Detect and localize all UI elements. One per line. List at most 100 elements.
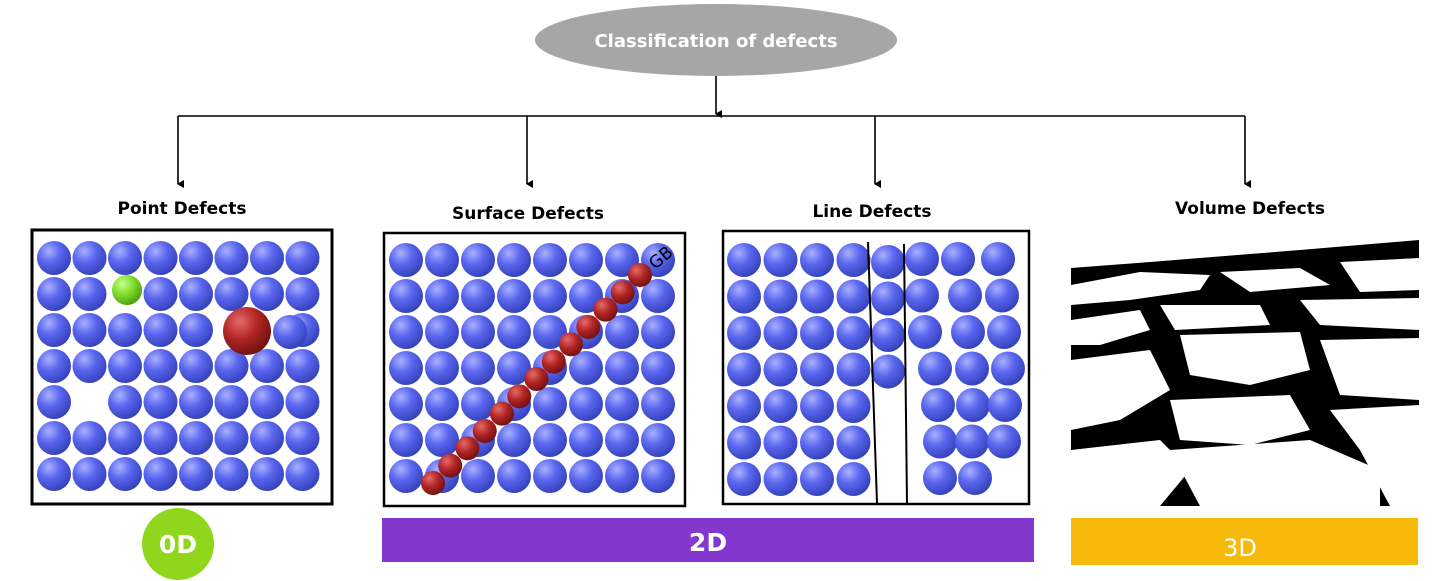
atom [108,385,142,419]
atom [250,421,284,455]
atom [871,245,905,279]
atom [143,349,178,383]
atom [214,457,249,491]
line-defects-lattice [727,242,1025,496]
dislocation-line [867,241,878,504]
atom [461,351,495,385]
atom [991,351,1025,386]
atom [605,459,639,493]
atom [800,243,834,277]
atom [108,313,142,347]
atom [37,385,71,419]
atom [923,424,957,459]
atom [958,461,992,495]
atom [908,315,942,349]
volume-defects-label: Volume Defects [1175,199,1325,219]
atom [836,243,871,277]
atom [800,352,834,387]
atom [285,349,320,383]
atom [569,279,603,313]
atom [250,457,284,491]
atom [143,313,178,347]
atom [955,424,989,459]
atom [214,349,249,383]
atom [497,423,531,457]
atom [389,459,423,493]
atom [956,388,990,422]
grain-boundary-atom [576,315,601,339]
grain-boundary-atom [421,471,445,495]
0d-badge [142,508,214,580]
pavement-slab [1071,350,1170,430]
pavement-slab [1071,440,1190,506]
atom [918,351,952,386]
atom [72,313,107,347]
grain-boundary-atom [524,367,549,391]
atom [871,354,905,389]
pavement-slab [1340,258,1419,292]
atom [569,387,603,421]
atom [214,421,249,455]
atom [37,421,71,455]
atom [461,459,495,493]
atom [250,385,284,419]
atom [179,457,213,491]
atom [836,389,871,423]
substitutional-atom [223,307,271,355]
atom [461,387,495,421]
atom [37,241,71,275]
atom [108,457,142,491]
atom [533,243,567,277]
dislocation-line [903,243,908,504]
atom [389,351,423,385]
2d-bar [382,518,1034,562]
atom [948,278,982,313]
atom [763,352,798,387]
pavement-slab [1170,395,1310,445]
volume-defects-image [1071,228,1419,506]
atom [497,279,531,313]
0d-label: 0D [159,530,197,559]
atom [425,315,459,349]
grain-boundary-atom [472,419,497,443]
atom [143,241,178,275]
atom [763,425,798,460]
atom [285,277,320,311]
atom [497,459,531,493]
connectors [177,76,1251,188]
atom [143,385,178,419]
atom [727,352,761,387]
atom [461,315,495,349]
atom [389,279,423,313]
atom [533,423,567,457]
atom [214,277,249,311]
atom [37,457,71,491]
atom [641,387,675,421]
atom [800,462,834,496]
atom [605,315,639,349]
line-defects-label: Line Defects [812,202,931,222]
atom [905,242,939,276]
atom [214,385,249,419]
atom [836,316,871,350]
3d-label: 3D [1223,534,1257,562]
atom [727,243,761,277]
pavement-slab [1071,310,1150,345]
pavement-slab [1320,338,1419,400]
atom [179,421,213,455]
atom [37,277,71,311]
atom [389,315,423,349]
point-defects-lattice [37,241,320,491]
atom [836,462,871,496]
atom [179,349,213,383]
atom [763,279,798,314]
point-defects-label: Point Defects [117,199,246,219]
atom [533,315,567,349]
atom [461,279,495,313]
atom [285,457,320,491]
atom [988,388,1022,422]
surface-defects-lattice [389,243,675,495]
grain-boundary-atom [593,297,618,322]
atom [533,279,567,313]
atom [727,389,761,423]
